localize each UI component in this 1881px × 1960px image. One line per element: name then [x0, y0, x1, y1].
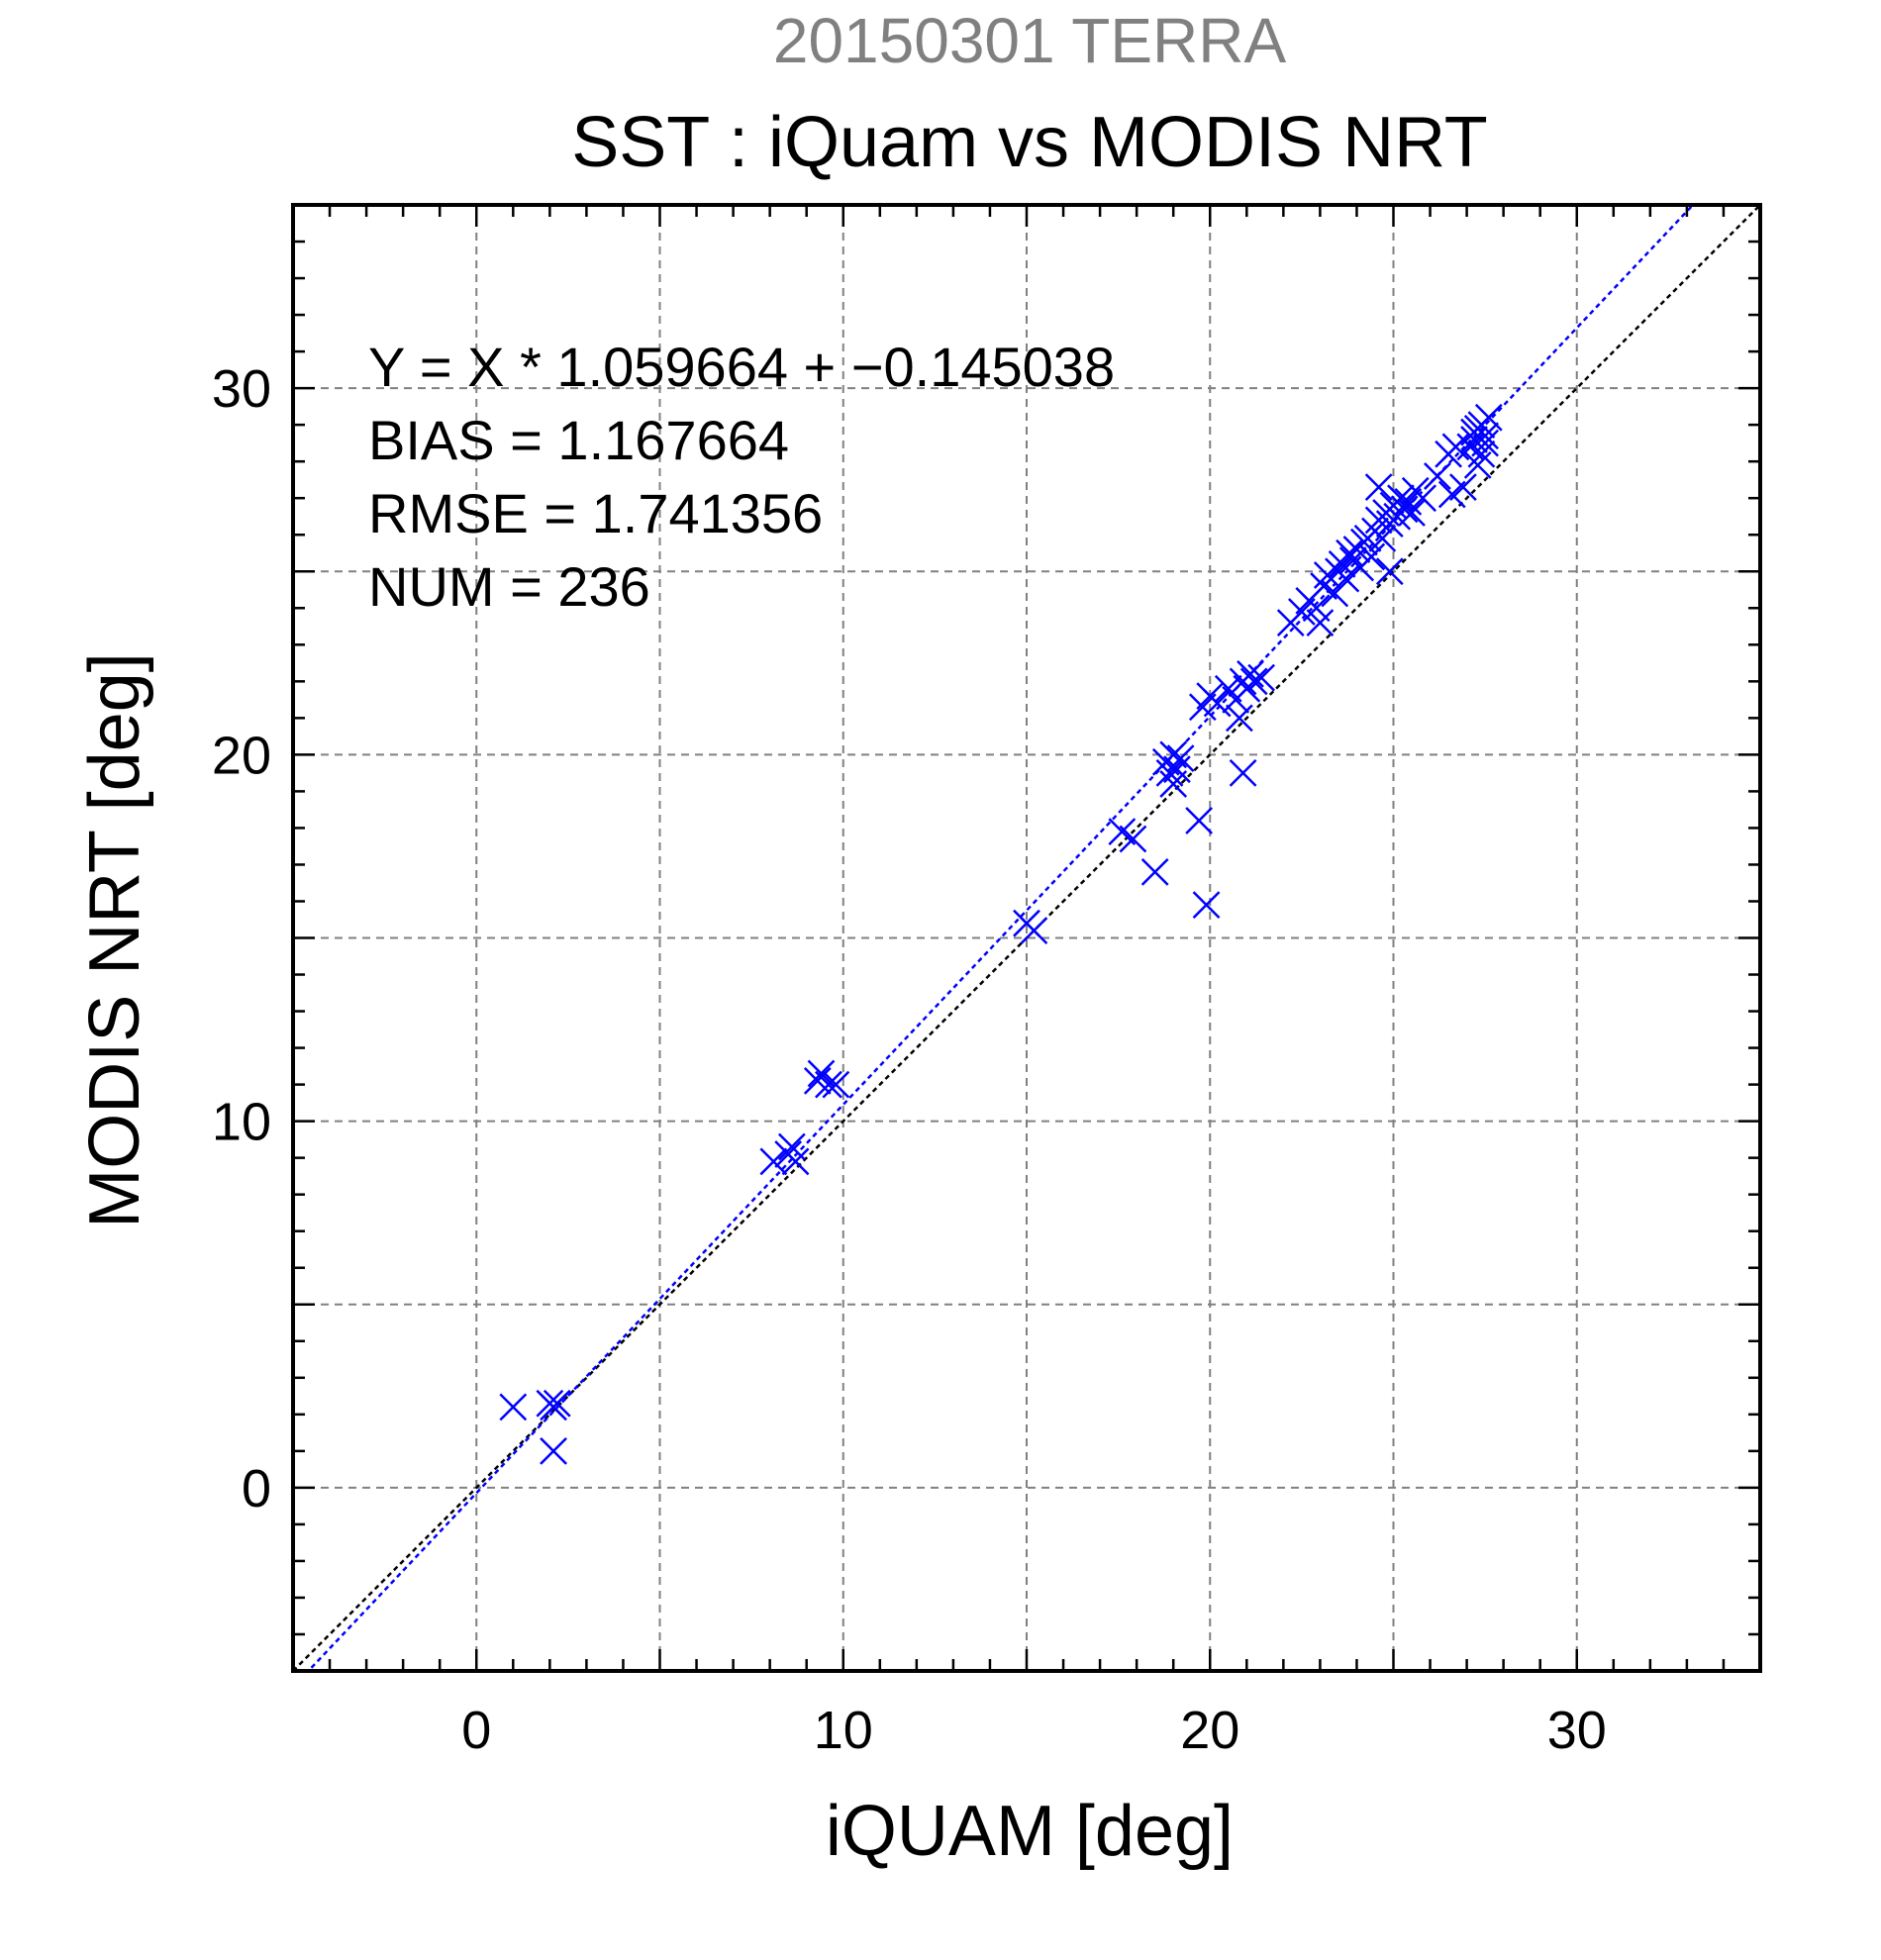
annotation-line: NUM = 236	[368, 555, 650, 618]
data-point	[1166, 744, 1195, 772]
data-point	[1237, 660, 1264, 688]
data-point	[1424, 462, 1451, 490]
data-point	[1229, 759, 1257, 787]
chart-title: SST : iQuam vs MODIS NRT	[571, 103, 1488, 182]
data-point	[1449, 473, 1477, 501]
data-point	[1368, 525, 1397, 552]
data-point	[1155, 759, 1184, 787]
data-point	[1140, 857, 1169, 886]
data-point	[1456, 433, 1485, 461]
data-point	[1185, 807, 1214, 834]
statistics-annotation: Y = X * 1.059664 + −0.145038 BIAS = 1.167…	[368, 336, 1115, 618]
axis-ticks	[291, 203, 1762, 1673]
data-point	[822, 1070, 850, 1099]
data-point	[1247, 663, 1276, 692]
data-point	[1119, 825, 1147, 853]
data-point	[1357, 542, 1386, 571]
data-point	[543, 1389, 571, 1418]
x-tick-label: 10	[814, 1701, 873, 1760]
data-point	[1375, 557, 1404, 586]
data-point	[781, 1147, 810, 1176]
grid-lines	[293, 205, 1760, 1671]
data-point	[1203, 689, 1232, 718]
y-tick-label: 30	[212, 359, 271, 419]
x-tick-label: 30	[1547, 1701, 1607, 1760]
data-point	[1192, 891, 1221, 920]
y-tick-label: 0	[242, 1459, 271, 1519]
data-point	[1226, 704, 1253, 733]
data-point	[1239, 667, 1268, 696]
data-point	[499, 1393, 528, 1421]
annotation-line: BIAS = 1.167664	[368, 409, 789, 471]
data-point	[540, 1436, 567, 1465]
data-point	[1460, 426, 1488, 453]
data-point	[1159, 770, 1188, 798]
data-points	[499, 403, 1503, 1465]
data-point	[1390, 495, 1419, 524]
data-point	[1364, 473, 1393, 501]
chart-subtitle: 20150301 TERRA	[773, 5, 1287, 76]
data-point	[1441, 433, 1470, 461]
data-point	[815, 1070, 842, 1099]
data-point	[1463, 450, 1492, 479]
x-axis-label: iQUAM [deg]	[826, 1792, 1234, 1871]
annotation-line: Y = X * 1.059664 + −0.145038	[368, 336, 1115, 398]
data-point	[1020, 917, 1048, 944]
y-axis-label: MODIS NRT [deg]	[75, 652, 154, 1228]
data-point	[1306, 609, 1335, 637]
y-tick-label: 10	[212, 1093, 271, 1152]
y-tick-label: 20	[212, 726, 271, 785]
tick-labels: 0 10 20 30 0 10 20 30	[212, 359, 1607, 1760]
data-point	[759, 1147, 788, 1176]
annotation-line: RMSE = 1.741356	[368, 482, 823, 544]
data-point	[1387, 484, 1415, 513]
x-tick-label: 0	[461, 1701, 491, 1760]
data-point	[803, 1067, 832, 1095]
data-point	[1409, 484, 1437, 513]
data-point	[1332, 564, 1360, 593]
data-point	[1471, 422, 1500, 450]
data-point	[1313, 561, 1341, 589]
x-tick-label: 20	[1180, 1701, 1239, 1760]
